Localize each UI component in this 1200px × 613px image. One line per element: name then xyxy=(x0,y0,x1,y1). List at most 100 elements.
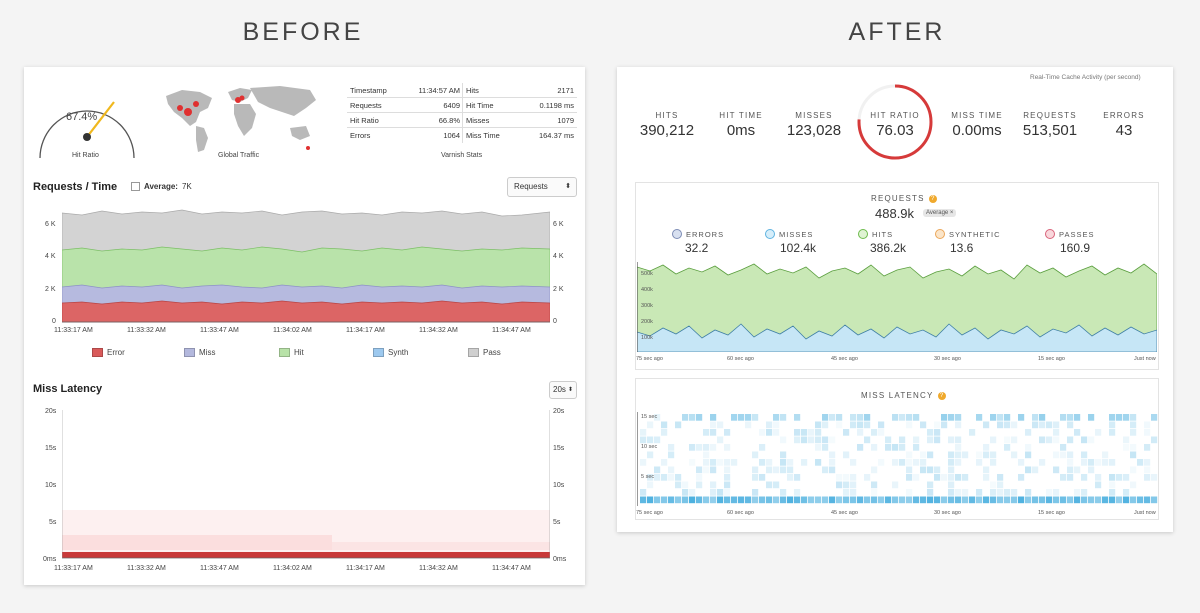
heatmap-cell xyxy=(1067,496,1074,504)
legend-hit[interactable]: Hit xyxy=(279,348,304,357)
heatmap-cell xyxy=(927,466,934,474)
heatmap-cell xyxy=(843,429,850,436)
heatmap-cell xyxy=(1067,466,1074,474)
heatmap-cell xyxy=(983,451,990,459)
heatmap-cell xyxy=(780,489,787,496)
heatmap-cell xyxy=(1039,421,1046,429)
legend-pass[interactable]: Pass xyxy=(468,348,501,357)
legend-miss[interactable]: Miss xyxy=(184,348,215,357)
heatmap-cell xyxy=(654,496,661,504)
legend-label: Error xyxy=(107,348,125,357)
heatmap-cell xyxy=(892,481,899,489)
heatmap-cell xyxy=(710,496,717,504)
heatmap-cell xyxy=(1109,459,1116,466)
info-icon[interactable]: ? xyxy=(937,391,946,400)
heatmap-cell xyxy=(1004,444,1011,451)
heatmap-cell xyxy=(822,421,829,429)
heatmap-cell xyxy=(759,496,766,504)
heatmap-cell xyxy=(829,436,836,444)
heatmap-cell xyxy=(1025,466,1032,474)
heatmap-cell xyxy=(752,489,759,496)
heatmap-cell xyxy=(1144,421,1151,429)
heatmap-cell xyxy=(1060,444,1067,451)
average-checkbox[interactable] xyxy=(131,182,140,191)
heatmap-cell xyxy=(675,481,682,489)
heatmap-cell xyxy=(829,459,836,466)
x-tick: 11:33:32 AM xyxy=(127,565,166,572)
heatmap-cell xyxy=(710,429,717,436)
average-toggle[interactable]: Average: 7K xyxy=(131,182,192,191)
stat-value: 0.1198 ms xyxy=(539,101,574,110)
requests-card-title: REQUESTS ? xyxy=(871,194,937,203)
heatmap-cell xyxy=(997,489,1004,496)
heatmap-cell xyxy=(1060,474,1067,481)
heatmap-cell xyxy=(948,466,955,474)
heatmap-cell xyxy=(983,444,990,451)
heatmap-cell xyxy=(1018,496,1025,504)
heatmap-cell xyxy=(710,459,717,466)
heatmap-cell xyxy=(1011,421,1018,429)
legend-label: Synth xyxy=(388,348,409,357)
heatmap-cell xyxy=(1032,414,1039,421)
heatmap-cell xyxy=(864,474,871,481)
heatmap-cell xyxy=(801,436,808,444)
requests-metric-select[interactable]: Requests ⬍ xyxy=(507,177,577,197)
heatmap-cell xyxy=(780,466,787,474)
heatmap-cell xyxy=(1081,436,1088,444)
y-tick: 20s xyxy=(553,408,565,415)
heatmap-cell xyxy=(864,414,871,421)
heatmap-cell xyxy=(1004,421,1011,429)
heatmap-cell xyxy=(1046,421,1053,429)
heatmap-cell xyxy=(857,421,864,429)
heatmap-cell xyxy=(815,429,822,436)
heatmap-cell xyxy=(822,444,829,451)
requests-stacked-chart xyxy=(637,262,1157,352)
heatmap-cell xyxy=(773,496,780,504)
heatmap-cell xyxy=(794,414,801,421)
heatmap-cell xyxy=(976,459,983,466)
heatmap-cell xyxy=(710,414,717,421)
heatmap-cell xyxy=(1046,496,1053,504)
heatmap-cell xyxy=(815,421,822,429)
heatmap-cell xyxy=(668,496,675,504)
heatmap-cell xyxy=(850,421,857,429)
heatmap-cell xyxy=(1130,451,1137,459)
info-icon[interactable]: ? xyxy=(928,194,937,203)
requests-chart-title: Requests / Time xyxy=(33,181,118,193)
heatmap-cell xyxy=(1095,429,1102,436)
legend-error[interactable]: Error xyxy=(92,348,125,357)
heatmap-cell xyxy=(829,466,836,474)
heatmap-cell xyxy=(1025,451,1032,459)
gauge-value: 67.4% xyxy=(66,111,98,123)
heatmap-cell xyxy=(710,421,717,429)
heatmap-cell xyxy=(682,489,689,496)
y-tick: 15s xyxy=(45,445,57,452)
heatmap-cell xyxy=(703,496,710,504)
heatmap-cell xyxy=(1025,489,1032,496)
heatmap-cell xyxy=(759,459,766,466)
heatmap-cell xyxy=(759,444,766,451)
heatmap-cell xyxy=(990,459,997,466)
x-tick: 11:34:32 AM xyxy=(419,327,458,334)
kpi-label: MISS TIME xyxy=(951,111,1003,120)
heatmap-cell xyxy=(766,481,773,489)
legend-synth[interactable]: Synth xyxy=(373,348,408,357)
before-heading: BEFORE xyxy=(242,18,364,46)
heatmap-cell xyxy=(1025,496,1032,504)
heatmap-cell xyxy=(1109,429,1116,436)
heatmap-cell xyxy=(997,421,1004,429)
heatmap-cell xyxy=(1102,451,1109,459)
world-map xyxy=(166,86,316,152)
average-badge[interactable]: Average × xyxy=(923,209,957,217)
heatmap-cell xyxy=(955,436,962,444)
y-tick: 100k xyxy=(641,335,653,341)
heatmap-cell xyxy=(850,496,857,504)
heatmap-cell xyxy=(843,481,850,489)
heatmap-cell xyxy=(1074,429,1081,436)
heatmap-cell xyxy=(948,459,955,466)
heatmap-cell xyxy=(1151,474,1158,481)
heatmap-cell xyxy=(934,496,941,504)
heatmap-cell xyxy=(780,459,787,466)
latency-range-select[interactable]: 20s ⬍ xyxy=(549,381,577,399)
heatmap-cell xyxy=(864,436,871,444)
